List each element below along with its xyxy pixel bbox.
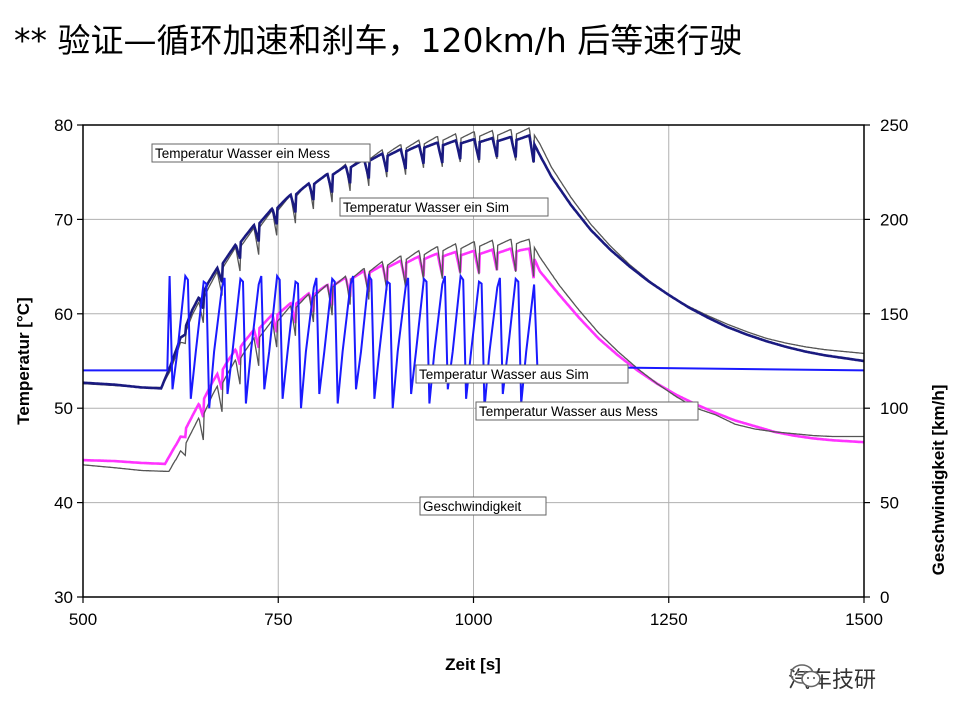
ticks: 30 40 50 60 70 80 500 750 1000 1250 1500 0 50 100 150 2… [54,116,908,629]
y-tick-label: 80 [54,116,73,135]
y-tick-label: 60 [54,305,73,324]
x-tick-label: 1250 [650,610,688,629]
y2-tick-label: 50 [880,494,899,513]
watermark: 汽车技研 [788,662,876,694]
y-tick-label: 50 [54,399,73,418]
y-tick-label: 70 [54,210,73,229]
x-tick-label: 500 [69,610,97,629]
x-tick-label: 750 [264,610,292,629]
series-label-box [415,364,629,384]
wechat-icon [790,664,821,688]
y-tick-label: 40 [54,494,73,513]
x-axis-label: Zeit [s] [445,655,501,674]
series-label-box [419,496,547,516]
y-tick-label: 30 [54,588,73,607]
series-label: Temperatur Wasser ein Mess [155,146,330,161]
series-line-2 [83,247,865,466]
series-line-1 [82,133,865,390]
y2-axis-label: Geschwindigkeit [km/h] [929,385,948,576]
y2-tick-label: 100 [880,399,908,418]
series-line-4 [83,273,865,409]
series-line-3 [82,238,864,473]
grid [83,125,864,597]
series-line-0 [83,127,864,389]
y2-tick-label: 250 [880,116,908,135]
series-labels: Temperatur Wasser ein Mess Temperatur Was… [151,143,699,516]
y2-tick-label: 0 [880,588,889,607]
series-label: Temperatur Wasser aus Mess [479,404,658,419]
x-tick-label: 1000 [455,610,493,629]
y2-tick-label: 150 [880,305,908,324]
y-axis-label: Temperatur [°C] [14,297,33,424]
series-label: Temperatur Wasser aus Sim [419,367,589,382]
series-label: Geschwindigkeit [423,499,522,514]
series-group [82,127,865,473]
y2-tick-label: 200 [880,210,908,229]
series-label-box [151,143,371,163]
series-label: Temperatur Wasser ein Sim [343,200,509,215]
slide-title: ** 验证—循环加速和刹车，120km/h 后等速行驶 [14,21,743,60]
series-label-box [475,401,699,421]
series-label-box [339,197,549,217]
x-tick-label: 1500 [845,610,883,629]
